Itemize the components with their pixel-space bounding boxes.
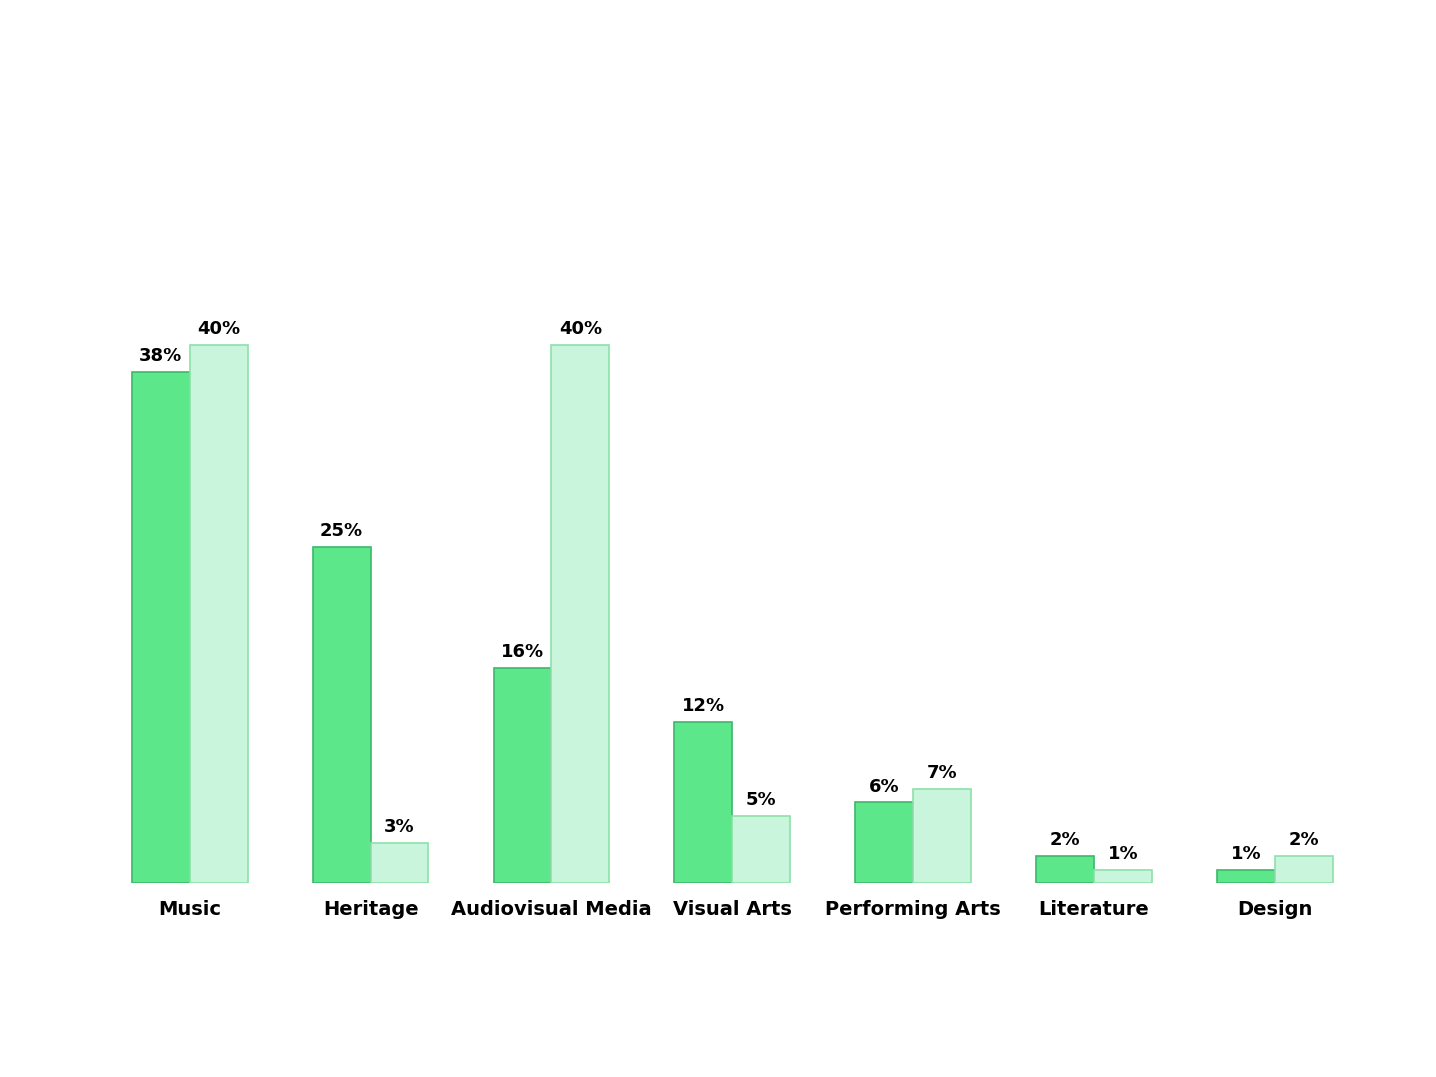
Bar	[313, 547, 370, 883]
Bar	[1275, 856, 1333, 883]
Bar	[551, 345, 609, 883]
Legend: 2020, 2019: 2020, 2019	[629, 1064, 836, 1077]
Bar	[675, 722, 732, 883]
Text: 1%: 1%	[1107, 845, 1139, 863]
Text: 7%: 7%	[926, 765, 958, 782]
Text: 40%: 40%	[197, 320, 240, 338]
Bar	[494, 668, 551, 883]
Text: 25%: 25%	[320, 522, 363, 540]
Text: 2%: 2%	[1050, 831, 1080, 850]
Bar	[856, 802, 913, 883]
Text: 2%: 2%	[1288, 831, 1320, 850]
Text: 16%: 16%	[501, 643, 544, 661]
Text: 6%: 6%	[869, 778, 899, 796]
Bar	[1094, 870, 1152, 883]
Text: 12%: 12%	[682, 697, 725, 715]
Text: 1%: 1%	[1231, 845, 1261, 863]
Text: 3%: 3%	[385, 819, 415, 836]
Bar	[1218, 870, 1275, 883]
Text: 40%: 40%	[559, 320, 602, 338]
Bar	[190, 345, 247, 883]
Bar	[370, 843, 428, 883]
Bar	[913, 788, 971, 883]
Bar	[132, 372, 190, 883]
Text: 38%: 38%	[139, 347, 182, 365]
Bar	[1037, 856, 1094, 883]
Text: 5%: 5%	[745, 792, 777, 809]
Bar	[732, 816, 790, 883]
